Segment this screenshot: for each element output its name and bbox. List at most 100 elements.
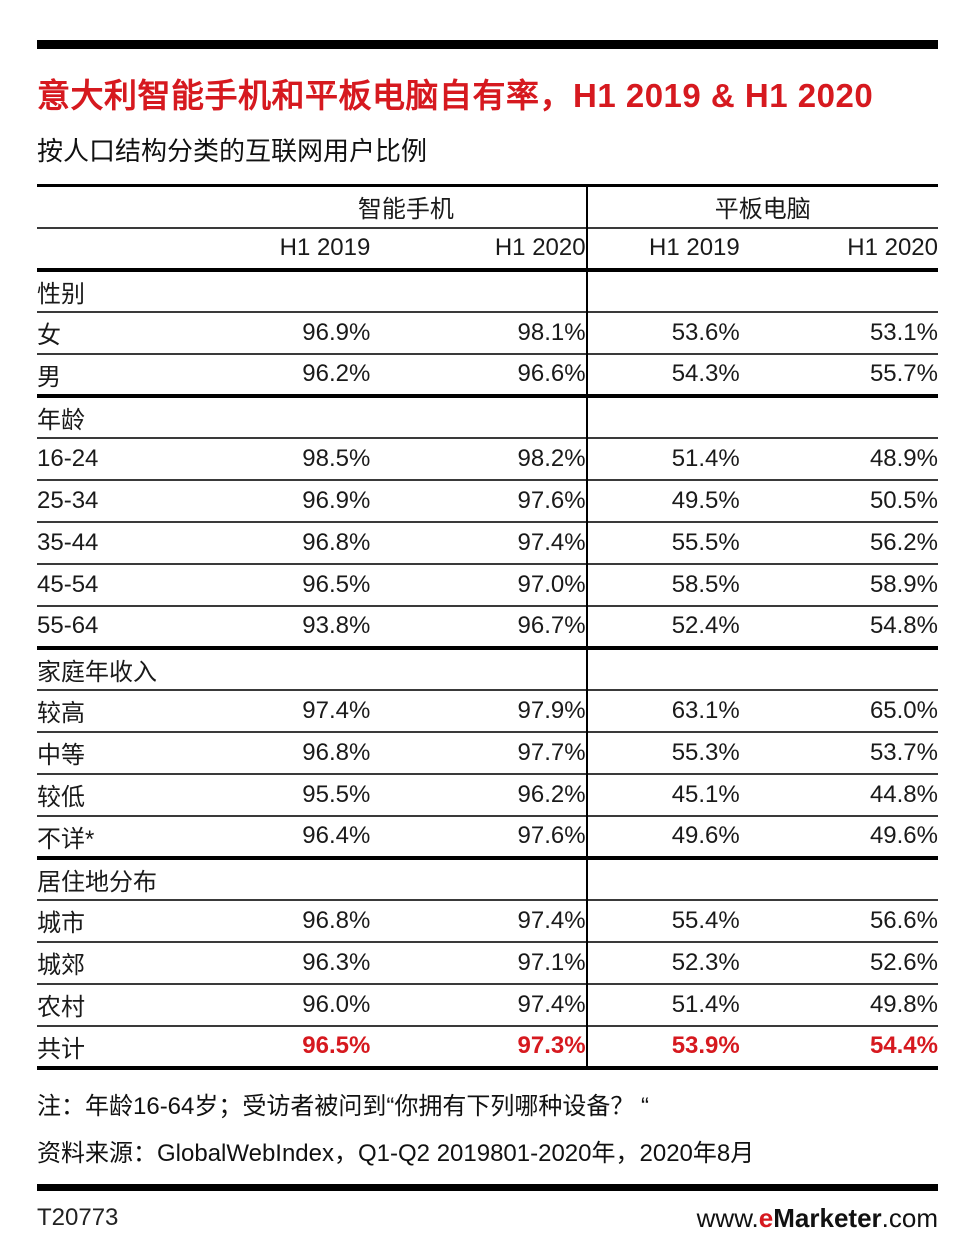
cell-value: 97.4% — [517, 906, 586, 934]
column-header-tablet-h1-2020: H1 2020 — [847, 234, 938, 261]
cell-value: 95.5% — [302, 780, 371, 808]
table-row-55-64: 55-64 93.8% 96.7% 52.4% 54.8% — [37, 605, 938, 648]
cell-value: 48.9% — [869, 444, 938, 472]
row-label: 农村 — [37, 994, 85, 1021]
table-row-45-54: 45-54 96.5% 97.0% 58.5% 58.9% — [37, 563, 938, 606]
section-header-gender: 性别 — [37, 269, 938, 312]
source-line: 资料来源：GlobalWebIndex，Q1-Q2 2019801-2020年，… — [37, 1139, 755, 1167]
footnote: 注：年龄16-64岁；受访者被问到“你拥有下列哪种设备？ “ — [37, 1092, 650, 1120]
table-row-25-34: 25-34 96.9% 97.6% 49.5% 50.5% — [37, 479, 938, 522]
cell-value: 97.7% — [517, 738, 586, 766]
total-value: 53.9% — [585, 1025, 740, 1068]
cell-value: 97.4% — [302, 696, 371, 724]
cell-value: 63.1% — [585, 689, 740, 732]
cell-value: 45.1% — [585, 773, 740, 816]
section-spacer — [226, 396, 586, 438]
cell-value: 52.6% — [869, 948, 938, 976]
cell-value: 44.8% — [869, 780, 938, 808]
row-label: 男 — [37, 363, 61, 391]
row-label: 较低 — [37, 784, 85, 811]
row-label: 16-24 — [37, 444, 99, 472]
top-rule-bar — [37, 40, 938, 49]
cell-value: 54.3% — [585, 353, 740, 396]
column-header-smartphone-h1-2020: H1 2020 — [494, 234, 586, 261]
table-row-male: 男 96.2% 96.6% 54.3% 55.7% — [37, 353, 938, 396]
cell-value: 58.5% — [585, 563, 740, 606]
cell-value: 50.5% — [869, 486, 938, 514]
cell-value: 49.6% — [585, 815, 740, 858]
column-header-spacer — [37, 228, 226, 270]
table-row-16-24: 16-24 98.5% 98.2% 51.4% 48.9% — [37, 437, 938, 480]
row-label: 25-34 — [37, 486, 99, 514]
table-row-income-high: 较高 97.4% 97.9% 63.1% 65.0% — [37, 689, 938, 732]
total-value: 97.3% — [517, 1032, 586, 1059]
brand-com: .com — [881, 1202, 938, 1233]
cell-value: 93.8% — [302, 612, 371, 639]
section-spacer — [585, 395, 938, 438]
total-value: 96.5% — [302, 1032, 371, 1059]
cell-value: 52.4% — [585, 605, 740, 648]
cell-value: 96.0% — [302, 990, 371, 1018]
cell-value: 97.9% — [517, 696, 586, 724]
cell-value: 55.5% — [585, 521, 740, 564]
cell-value: 53.7% — [869, 738, 938, 766]
row-label: 不详* — [37, 825, 95, 853]
cell-value: 55.4% — [585, 899, 740, 942]
cell-value: 49.5% — [585, 479, 740, 522]
cell-value: 97.4% — [517, 990, 586, 1018]
row-label: 较高 — [37, 700, 85, 727]
table-row-rural: 农村 96.0% 97.4% 51.4% 49.8% — [37, 983, 938, 1026]
row-label: 中等 — [37, 742, 85, 769]
cell-value: 96.8% — [302, 528, 371, 556]
cell-value: 97.4% — [517, 528, 586, 556]
brand-marketer: Marketer — [773, 1202, 882, 1233]
total-value: 54.4% — [869, 1032, 938, 1059]
bottom-rule-bar — [37, 1183, 938, 1191]
column-header-smartphone-h1-2019: H1 2019 — [279, 234, 371, 261]
column-header-tablet-h1-2019: H1 2019 — [585, 227, 740, 270]
total-label: 共计 — [37, 1035, 85, 1063]
cell-value: 96.4% — [302, 822, 371, 849]
table-row-suburban: 城郊 96.3% 97.1% 52.3% 52.6% — [37, 941, 938, 984]
table-row-35-44: 35-44 96.8% 97.4% 55.5% 56.2% — [37, 521, 938, 564]
cell-value: 96.3% — [302, 948, 371, 976]
cell-value: 51.4% — [585, 983, 740, 1026]
section-label: 性别 — [37, 280, 85, 308]
cell-value: 98.1% — [517, 318, 586, 346]
cell-value: 96.9% — [302, 318, 371, 346]
cell-value: 55.3% — [585, 731, 740, 774]
cell-value: 55.7% — [869, 360, 938, 387]
cell-value: 96.2% — [517, 780, 586, 808]
cell-value: 97.6% — [517, 822, 586, 849]
table-row-urban: 城市 96.8% 97.4% 55.4% 56.6% — [37, 899, 938, 942]
cell-value: 96.9% — [302, 486, 371, 514]
section-header-residence: 居住地分布 — [37, 857, 938, 900]
row-label: 城市 — [37, 910, 85, 937]
table-row-female: 女 96.9% 98.1% 53.6% 53.1% — [37, 311, 938, 354]
section-header-income: 家庭年收入 — [37, 647, 938, 690]
cell-value: 53.6% — [585, 311, 740, 354]
group-header-smartphone: 智能手机 — [357, 196, 454, 224]
cell-value: 53.1% — [869, 318, 938, 346]
section-label: 家庭年收入 — [37, 658, 157, 686]
cell-value: 97.1% — [517, 948, 586, 976]
cell-value: 56.2% — [869, 528, 938, 556]
row-label: 女 — [37, 322, 61, 349]
section-header-age: 年龄 — [37, 395, 938, 438]
cell-value: 98.5% — [302, 444, 371, 472]
footer: T20773 www.eMarketer.com — [37, 1203, 938, 1234]
table-row-total: 共计 96.5% 97.3% 53.9% 54.4% — [37, 1025, 938, 1068]
brand-www: www. — [696, 1202, 759, 1233]
table-row-income-medium: 中等 96.8% 97.7% 55.3% 53.7% — [37, 731, 938, 774]
emarketer-logo: www.eMarketer.com — [697, 1203, 938, 1234]
table-row-income-unknown: 不详* 96.4% 97.6% 49.6% 49.6% — [37, 815, 938, 858]
table-column-header-row: H1 2019 H1 2020 H1 2019 H1 2020 — [37, 227, 938, 270]
cell-value: 98.2% — [517, 444, 586, 472]
cell-value: 56.6% — [869, 906, 938, 934]
section-spacer — [585, 857, 938, 900]
ownership-table: 智能手机 平板电脑 H1 2019 H1 2020 H1 2019 H1 202… — [37, 184, 938, 1070]
cell-value: 65.0% — [869, 696, 938, 724]
section-spacer — [226, 858, 586, 900]
page-subtitle: 按人口结构分类的互联网用户比例 — [37, 136, 428, 166]
brand-e: e — [758, 1202, 774, 1233]
